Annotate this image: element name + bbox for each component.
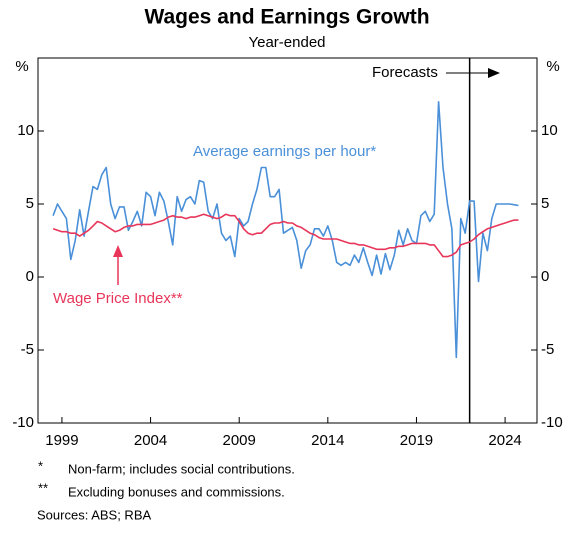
series-line [52, 213, 519, 258]
series-label: Wage Price Index** [53, 290, 183, 307]
y-tick-label: -5 [21, 341, 34, 358]
x-tick-label: 1999 [45, 432, 78, 449]
x-tick-label: 2024 [488, 432, 521, 449]
y2-tick-label: -10 [541, 414, 563, 431]
chart-subtitle: Year-ended [248, 34, 325, 51]
series-line [52, 101, 519, 359]
x-tick-label: 2014 [311, 432, 344, 449]
label-arrowhead [113, 245, 123, 257]
y2-tick-label: -5 [541, 341, 554, 358]
y2-unit: % [546, 58, 559, 75]
y-tick-label: -10 [12, 414, 34, 431]
footnote-text: Excluding bonuses and commissions. [68, 484, 285, 499]
chart-title: Wages and Earnings Growth [144, 6, 429, 29]
y-tick-label: 10 [17, 122, 34, 139]
footnote-text: Non-farm; includes social contributions. [68, 461, 295, 476]
footnote-marker: * [38, 458, 43, 473]
x-tick-label: 2009 [223, 432, 256, 449]
y2-tick-label: 0 [541, 268, 549, 285]
y-tick-label: 5 [26, 195, 34, 212]
source: Sources: ABS; RBA [37, 507, 151, 522]
footnote-marker: ** [38, 480, 48, 495]
y-tick-label: 0 [26, 268, 34, 285]
forecast-arrowhead [488, 68, 500, 78]
x-tick-label: 2019 [400, 432, 433, 449]
y2-tick-label: 5 [541, 195, 549, 212]
plot-frame [37, 57, 538, 424]
forecast-label: Forecasts [372, 64, 438, 81]
x-tick-label: 2004 [134, 432, 167, 449]
y2-tick-label: 10 [541, 122, 558, 139]
y-unit: % [15, 58, 28, 75]
series-label: Average earnings per hour* [193, 143, 376, 160]
